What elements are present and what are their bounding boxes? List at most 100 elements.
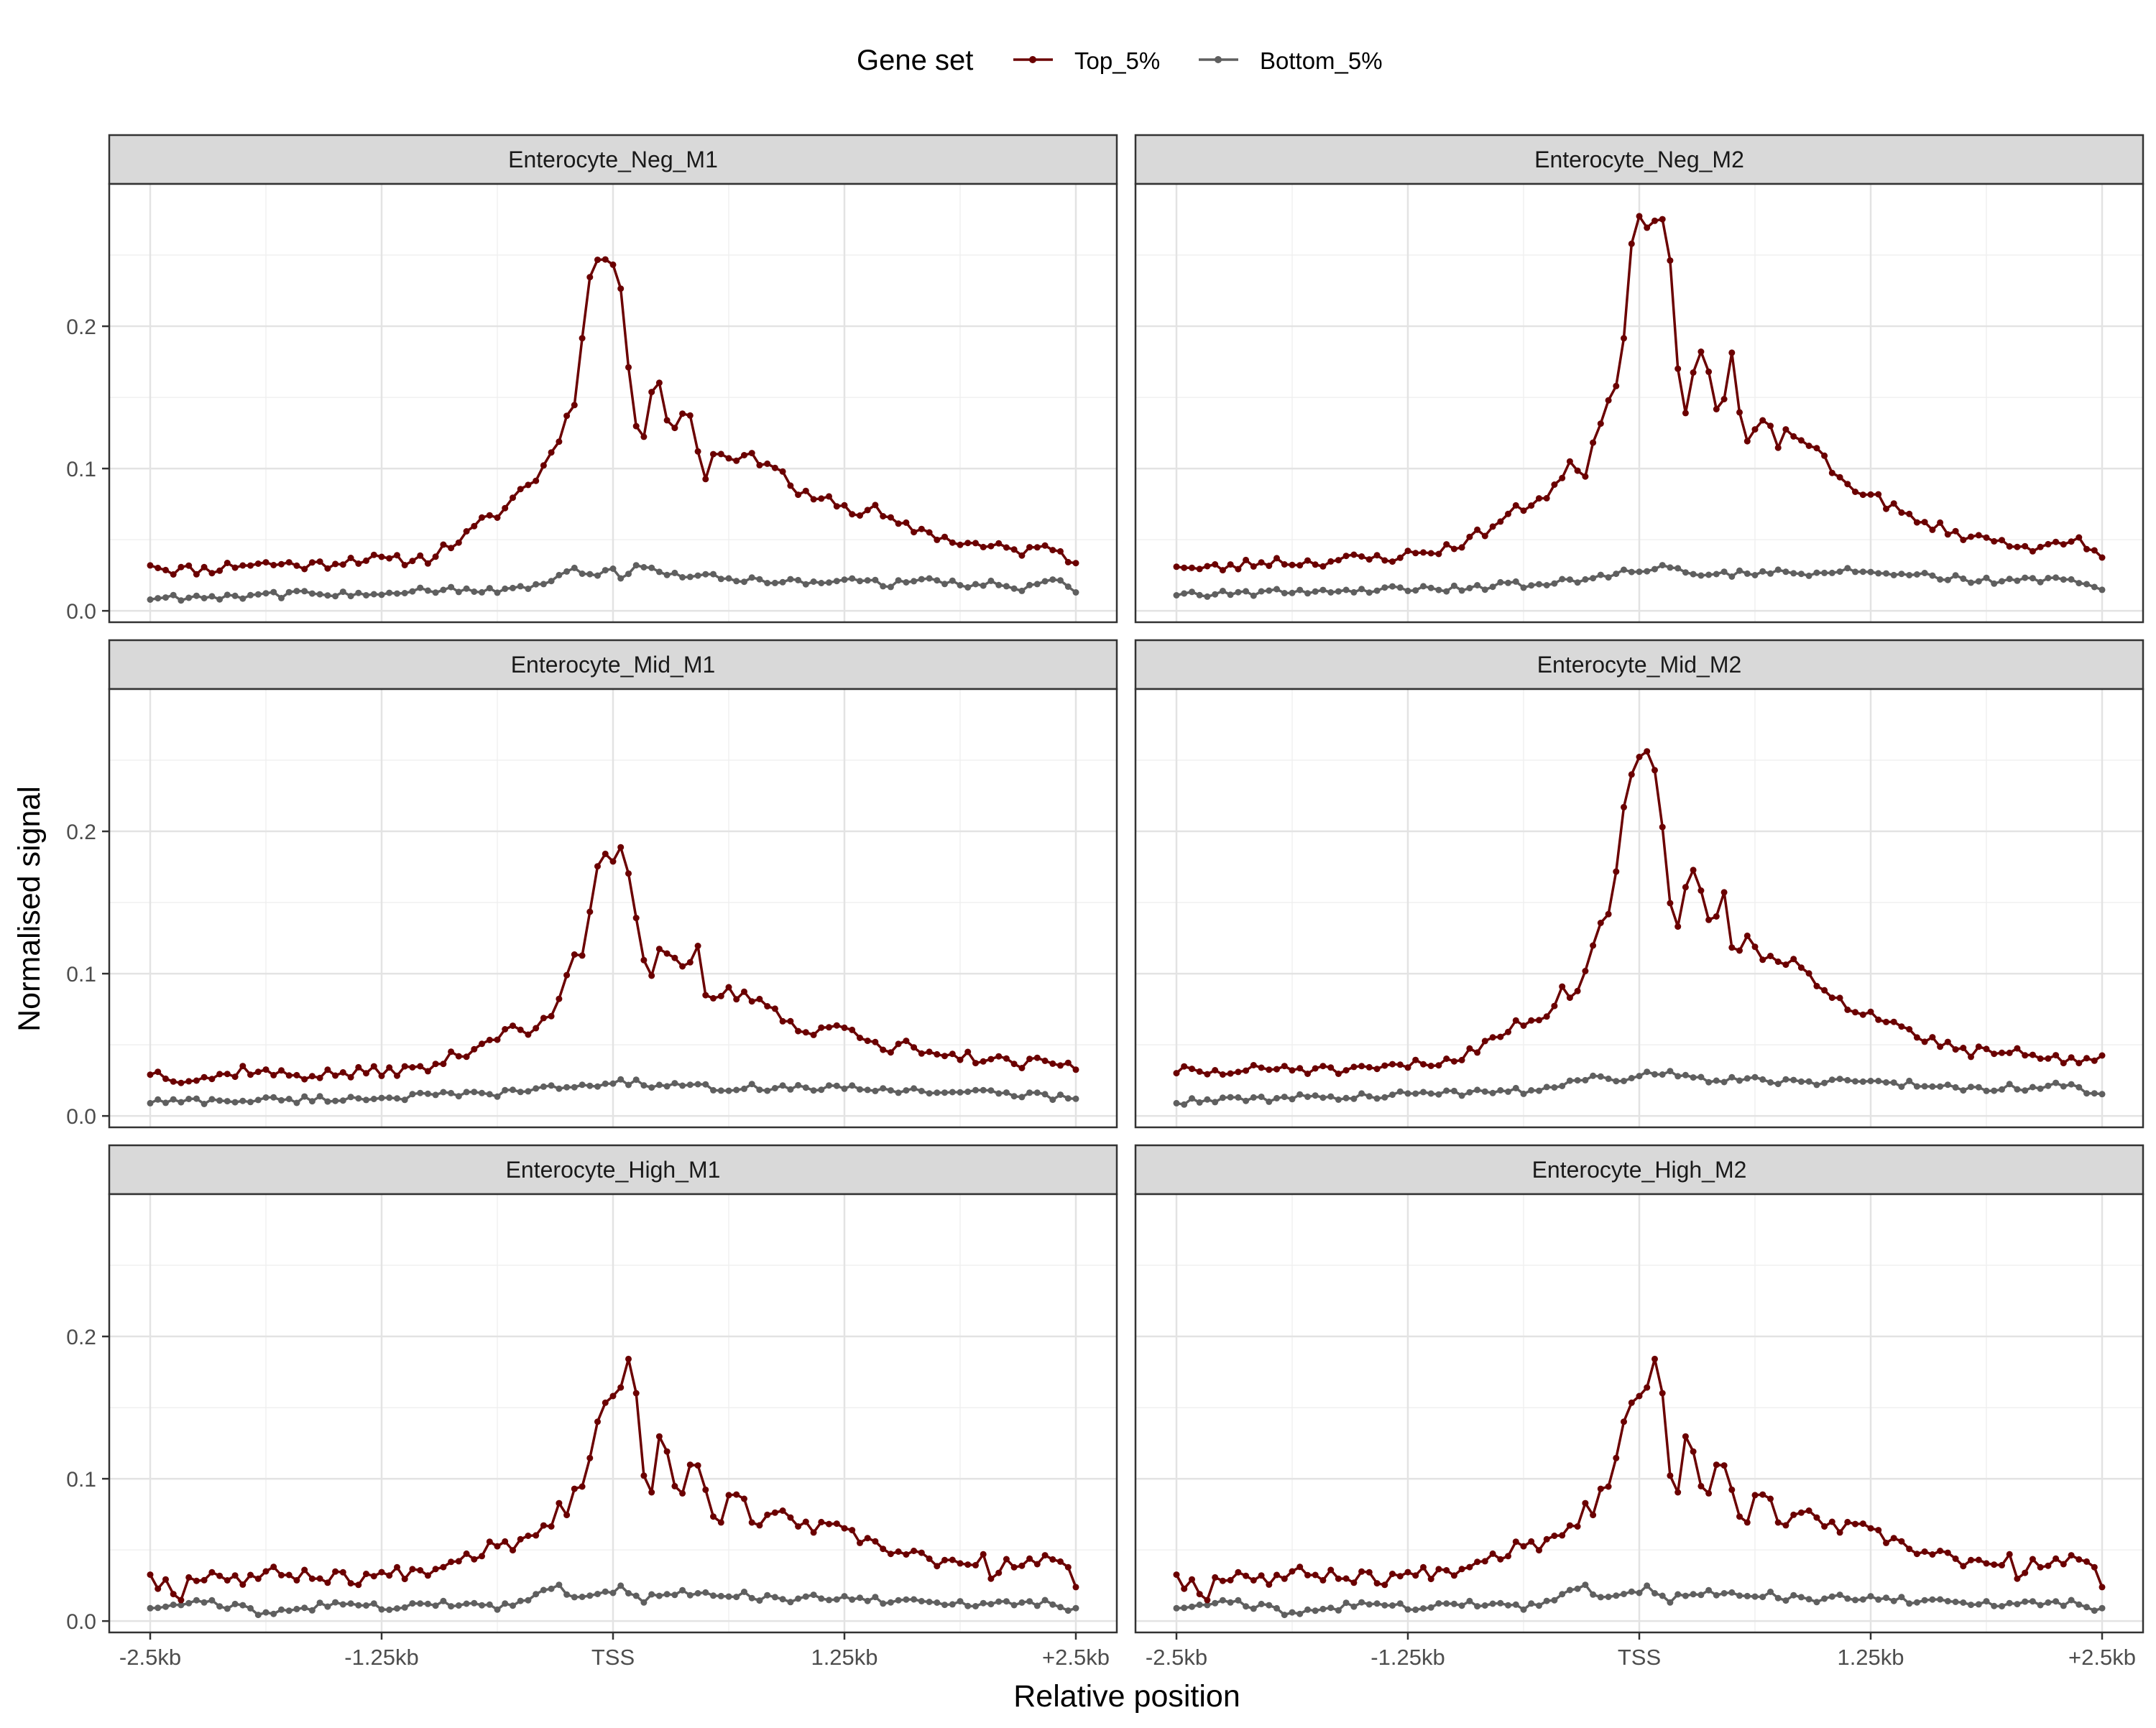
data-point xyxy=(1173,1070,1180,1077)
data-point xyxy=(571,564,578,571)
data-point xyxy=(339,561,346,568)
data-point xyxy=(471,522,478,530)
data-point xyxy=(278,1606,285,1613)
gridlines xyxy=(1135,184,2143,622)
data-point xyxy=(1582,1076,1589,1084)
data-point xyxy=(1999,1086,2005,1093)
data-point xyxy=(1590,1591,1597,1598)
gridlines xyxy=(109,1194,1117,1632)
data-point xyxy=(285,588,292,596)
data-point xyxy=(147,562,154,569)
data-point xyxy=(1767,570,1774,577)
data-point xyxy=(548,449,555,456)
data-point xyxy=(1373,1095,1381,1102)
data-point xyxy=(710,1513,717,1520)
data-point xyxy=(1751,943,1759,951)
data-point xyxy=(2068,1054,2075,1061)
data-point xyxy=(1883,1018,1889,1025)
data-point xyxy=(957,541,964,548)
data-point xyxy=(1003,583,1010,590)
data-point xyxy=(918,525,925,532)
data-point xyxy=(764,1511,771,1518)
data-point xyxy=(355,560,362,567)
data-point xyxy=(1797,437,1805,444)
data-point xyxy=(1968,1084,1974,1091)
data-point xyxy=(2060,1083,2067,1090)
data-point xyxy=(1720,1462,1728,1469)
data-point xyxy=(1728,349,1736,356)
data-point xyxy=(270,1071,277,1078)
data-point xyxy=(1628,240,1635,247)
data-point xyxy=(1720,1590,1728,1597)
y-axis-label: Normalised signal xyxy=(12,786,47,1032)
data-point xyxy=(1690,1591,1697,1598)
data-point xyxy=(479,514,485,521)
data-point xyxy=(494,589,501,596)
data-point xyxy=(1474,1049,1481,1056)
data-point xyxy=(239,1097,247,1104)
series-line-bottom-5pct xyxy=(147,562,1079,604)
data-point xyxy=(586,570,594,578)
data-point xyxy=(1852,489,1858,495)
data-point xyxy=(533,581,540,588)
data-point xyxy=(1566,1522,1573,1529)
data-point xyxy=(1736,409,1743,416)
data-point xyxy=(1713,570,1720,578)
facet-title: Enterocyte_High_M2 xyxy=(1532,1157,1747,1183)
data-point xyxy=(332,1599,339,1606)
data-point xyxy=(887,514,894,521)
data-point xyxy=(1064,1607,1072,1614)
data-point xyxy=(1543,1084,1550,1091)
data-point xyxy=(471,1045,478,1053)
data-point xyxy=(401,1576,408,1583)
data-point xyxy=(1790,1511,1797,1518)
data-point xyxy=(1057,1558,1064,1565)
data-point xyxy=(1659,1390,1666,1397)
data-point xyxy=(1890,571,1897,578)
data-point xyxy=(1335,1096,1342,1103)
data-point xyxy=(270,588,277,596)
data-point xyxy=(586,1592,594,1599)
data-point xyxy=(1319,1063,1327,1070)
data-point xyxy=(1582,1581,1589,1589)
data-point xyxy=(1427,1576,1434,1583)
data-point xyxy=(2014,1575,2021,1582)
data-point xyxy=(833,578,840,585)
data-point xyxy=(903,519,910,526)
data-point xyxy=(787,576,794,583)
data-point xyxy=(1365,1093,1373,1100)
data-point xyxy=(409,588,416,595)
data-point xyxy=(648,1084,655,1091)
data-point xyxy=(964,1602,972,1609)
data-point xyxy=(1342,586,1350,593)
data-point xyxy=(1913,519,1920,526)
data-point xyxy=(1859,1011,1866,1018)
data-point xyxy=(1759,568,1766,575)
data-point xyxy=(1836,1529,1843,1536)
data-point xyxy=(486,1091,493,1098)
data-point xyxy=(1258,1064,1265,1071)
data-point xyxy=(510,584,516,591)
data-point xyxy=(1628,568,1635,576)
data-point xyxy=(1458,1092,1465,1099)
data-point xyxy=(1898,570,1905,578)
panel-border xyxy=(108,182,1118,624)
data-point xyxy=(1559,1532,1566,1539)
data-point xyxy=(448,1603,455,1610)
facet-panels: Enterocyte_Neg_M10.00.10.2Enterocyte_Neg… xyxy=(66,134,2145,1634)
data-point xyxy=(1875,1527,1882,1534)
data-point xyxy=(1412,1572,1419,1579)
data-point xyxy=(1064,1563,1072,1571)
data-point xyxy=(1736,1592,1743,1599)
data-point xyxy=(556,438,563,445)
data-point xyxy=(1875,1078,1882,1084)
data-point xyxy=(733,1491,740,1498)
data-point xyxy=(1929,1083,1936,1090)
data-point xyxy=(201,1576,208,1584)
data-point xyxy=(1427,1090,1434,1097)
data-point xyxy=(663,417,671,424)
data-point xyxy=(525,1088,532,1095)
data-point xyxy=(810,496,817,503)
y-tick-label: 0.0 xyxy=(66,1105,96,1129)
data-point xyxy=(1381,1062,1388,1069)
